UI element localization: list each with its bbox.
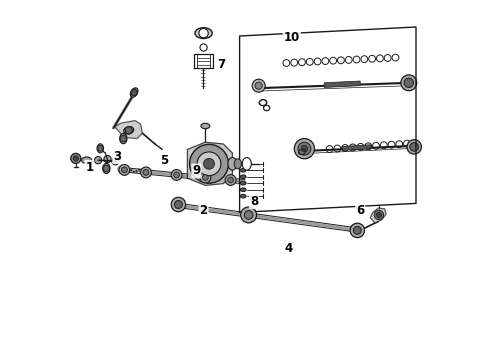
Circle shape	[294, 139, 315, 159]
Text: 8: 8	[250, 195, 258, 208]
Circle shape	[174, 172, 179, 178]
Ellipse shape	[97, 144, 103, 153]
Circle shape	[103, 165, 110, 172]
Circle shape	[171, 197, 186, 212]
Circle shape	[136, 171, 137, 172]
Circle shape	[125, 127, 132, 134]
Circle shape	[255, 82, 262, 89]
Circle shape	[252, 79, 265, 92]
Circle shape	[407, 140, 421, 154]
Circle shape	[350, 223, 365, 238]
Circle shape	[131, 170, 132, 171]
Circle shape	[174, 201, 182, 208]
Circle shape	[241, 207, 257, 223]
Ellipse shape	[195, 28, 212, 39]
Text: 5: 5	[160, 154, 168, 167]
Circle shape	[131, 89, 137, 96]
Circle shape	[138, 169, 140, 170]
Circle shape	[301, 145, 308, 152]
Ellipse shape	[124, 127, 134, 134]
Circle shape	[144, 171, 145, 172]
Polygon shape	[324, 81, 360, 87]
Circle shape	[199, 28, 208, 38]
Circle shape	[141, 169, 143, 170]
Circle shape	[143, 170, 149, 175]
Ellipse shape	[120, 134, 127, 144]
Circle shape	[74, 156, 78, 161]
Circle shape	[119, 165, 130, 175]
Text: 7: 7	[218, 58, 226, 71]
Circle shape	[204, 158, 215, 169]
Polygon shape	[187, 142, 232, 185]
Text: 3: 3	[113, 150, 121, 163]
Ellipse shape	[81, 157, 92, 163]
Ellipse shape	[201, 123, 210, 129]
Circle shape	[133, 171, 135, 173]
Circle shape	[71, 153, 81, 163]
Polygon shape	[342, 145, 371, 150]
Ellipse shape	[240, 181, 246, 185]
Ellipse shape	[240, 168, 246, 172]
Circle shape	[171, 170, 182, 180]
Circle shape	[98, 145, 103, 151]
Circle shape	[190, 144, 228, 183]
Ellipse shape	[240, 188, 246, 192]
Text: 2: 2	[199, 204, 208, 217]
Text: 9: 9	[192, 165, 200, 177]
Circle shape	[122, 167, 127, 173]
Circle shape	[125, 170, 127, 171]
Circle shape	[120, 135, 126, 142]
Text: 4: 4	[284, 242, 293, 255]
Circle shape	[95, 157, 102, 164]
Ellipse shape	[103, 163, 110, 174]
Circle shape	[376, 212, 381, 217]
Circle shape	[197, 152, 221, 176]
Circle shape	[202, 175, 208, 180]
Circle shape	[225, 175, 236, 185]
Circle shape	[410, 143, 418, 151]
Ellipse shape	[234, 159, 242, 169]
Circle shape	[141, 167, 151, 178]
Ellipse shape	[240, 175, 246, 179]
Circle shape	[374, 210, 384, 220]
Text: 1: 1	[85, 161, 94, 174]
Ellipse shape	[228, 157, 237, 170]
Ellipse shape	[240, 162, 246, 166]
Polygon shape	[115, 121, 143, 139]
Ellipse shape	[130, 88, 138, 97]
Circle shape	[228, 177, 233, 183]
Polygon shape	[370, 208, 386, 223]
Text: 6: 6	[356, 204, 365, 217]
Circle shape	[112, 158, 119, 165]
Circle shape	[245, 211, 253, 219]
Ellipse shape	[240, 194, 246, 198]
Circle shape	[298, 142, 311, 155]
Circle shape	[404, 78, 414, 87]
Ellipse shape	[242, 157, 251, 170]
Circle shape	[401, 75, 416, 91]
Circle shape	[104, 156, 111, 163]
Circle shape	[200, 172, 211, 183]
Circle shape	[353, 226, 361, 234]
Circle shape	[128, 168, 129, 170]
Text: 10: 10	[284, 31, 300, 44]
